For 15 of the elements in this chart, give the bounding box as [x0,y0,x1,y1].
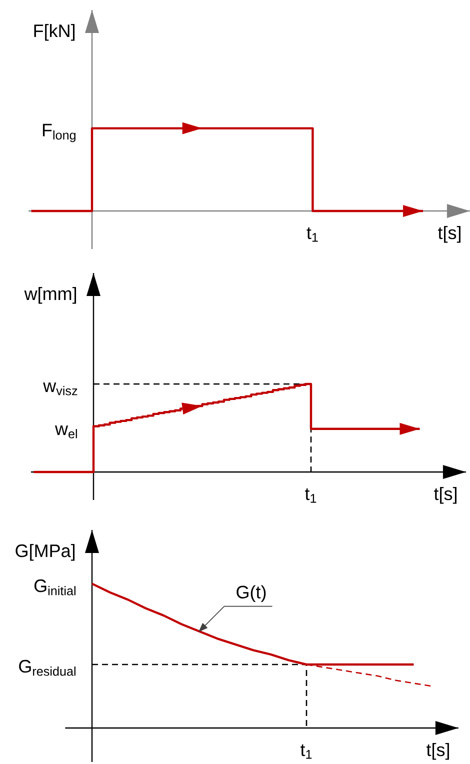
annotation: w$_{el}$ [54,425,77,438]
annotation: G$_{residual}$ [19,660,76,676]
annotation: G$_{initial}$ [34,579,76,596]
x-axis-title: t[s] [426,742,449,760]
y-axis-title: G[MPa] [16,544,75,561]
annotation: w$_{visz}$ [43,382,78,396]
y-axis-title: w[mm] [24,286,76,304]
text: t$_{1}$ [306,227,318,242]
annotation: F$_{long}$ [42,124,76,142]
text: t$_{1}$ [305,488,316,503]
text: t$_{1}$ [300,744,312,759]
text: G(t) [236,585,266,602]
x-axis-title: t[s] [438,226,460,243]
x-axis-title: t[s] [434,486,456,504]
y-axis-title: F[kN] [34,24,75,41]
